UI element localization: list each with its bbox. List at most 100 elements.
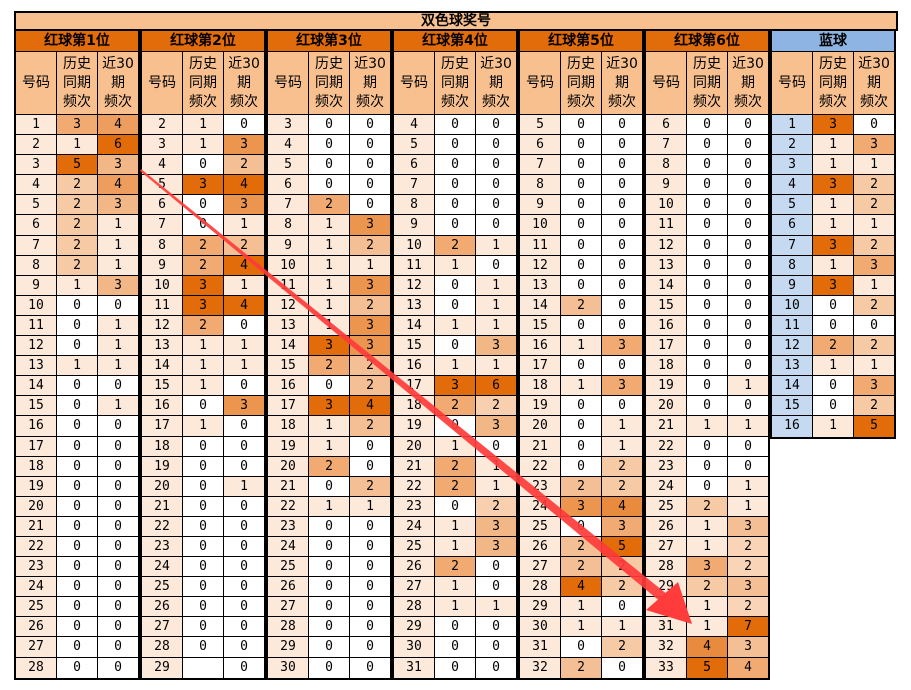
- table-row: 22 2 1: [394, 476, 516, 497]
- table-row: 26 1 3: [646, 516, 768, 537]
- table-row: 19 0 3: [394, 416, 516, 437]
- history-freq-cell: 1: [57, 135, 98, 155]
- table-row: 15 0 3: [394, 336, 516, 357]
- history-freq-cell: 0: [183, 396, 224, 416]
- table-row: 23 0 2: [394, 496, 516, 517]
- table-row: 24 0 0: [268, 536, 390, 558]
- recent30-freq-cell: 0: [224, 115, 264, 135]
- recent30-freq-cell: 1: [854, 356, 894, 376]
- recent30-freq-cell: 0: [476, 195, 516, 215]
- recent30-freq-cell: 0: [728, 135, 768, 155]
- ball-number: 28: [16, 657, 57, 678]
- history-freq-cell: 2: [435, 476, 476, 496]
- table-row: 14 1 1: [394, 315, 516, 337]
- ball-number: 22: [520, 456, 561, 476]
- recent30-freq-cell: 0: [350, 135, 390, 155]
- table-row: 20 0 1: [142, 476, 264, 497]
- table-row: 24 0 0: [16, 577, 138, 598]
- ball-number: 24: [16, 577, 57, 597]
- history-freq-cell: 1: [57, 275, 98, 295]
- table-row: 28 1 1: [394, 597, 516, 618]
- history-freq-cell: 0: [183, 456, 224, 476]
- table-row: 12 2 0: [142, 315, 264, 337]
- recent30-freq-cell: 2: [854, 396, 894, 416]
- column-headers: 号码 历史 同期 频次 近30 期 频次: [646, 52, 768, 115]
- history-freq-cell: 0: [309, 175, 350, 195]
- history-freq-header: 历史 同期 频次: [561, 52, 602, 114]
- history-freq-cell: 1: [435, 597, 476, 617]
- history-freq-cell: 0: [687, 215, 728, 235]
- recent30-freq-header: 近30 期 频次: [102, 55, 134, 110]
- recent30-freq-cell: 0: [476, 175, 516, 195]
- history-freq-cell: 3: [813, 115, 854, 135]
- recent30-freq-cell: 3: [854, 255, 894, 275]
- recent30-freq-cell: 4: [224, 175, 264, 195]
- number-header: 号码: [268, 52, 309, 114]
- ball-number: 4: [394, 115, 435, 135]
- recent30-freq-cell: 0: [224, 536, 264, 557]
- group-header: 红球第6位: [646, 31, 768, 52]
- ball-number: 8: [646, 155, 687, 175]
- recent30-freq-cell: 4: [98, 115, 138, 135]
- history-freq-cell: 1: [309, 295, 350, 315]
- history-freq-cell: 2: [561, 295, 602, 315]
- recent30-freq-cell: 0: [98, 476, 138, 496]
- history-freq-cell: 2: [561, 476, 602, 496]
- recent30-freq-cell: 5: [854, 416, 894, 437]
- recent30-freq-cell: 0: [350, 557, 390, 577]
- ball-number: 6: [16, 215, 57, 235]
- recent30-freq-cell: 0: [476, 135, 516, 155]
- table-row: 13 0 0: [646, 255, 768, 276]
- group-red-ball-2: 红球第2位 号码 历史 同期 频次 近30 期 频次 2 1 0 3 1 3 4 0 2 5 3 4 6 0 3 7 0…: [140, 31, 266, 680]
- column-headers: 号码 历史 同期 频次 近30 期 频次: [16, 52, 138, 115]
- history-freq-cell: 0: [561, 155, 602, 175]
- history-freq-cell: 0: [561, 436, 602, 456]
- recent30-freq-cell: 1: [98, 356, 138, 376]
- ball-number: 6: [772, 215, 813, 235]
- ball-number: 7: [520, 155, 561, 175]
- ball-number: 27: [268, 597, 309, 617]
- recent30-freq-cell: 0: [98, 496, 138, 516]
- ball-number: 30: [520, 617, 561, 637]
- recent30-freq-cell: 3: [224, 135, 264, 155]
- ball-number: 29: [394, 617, 435, 637]
- history-freq-cell: 0: [435, 115, 476, 135]
- history-freq-cell: 1: [183, 336, 224, 356]
- ball-number: 5: [142, 175, 183, 195]
- recent30-freq-cell: 0: [350, 637, 390, 657]
- ball-number: 18: [16, 456, 57, 476]
- recent30-freq-cell: 0: [350, 456, 390, 476]
- ball-number: 16: [394, 356, 435, 376]
- history-freq-cell: 1: [57, 356, 98, 376]
- table-row: 25 2 1: [646, 496, 768, 517]
- history-freq-cell: 0: [183, 637, 224, 657]
- recent30-freq-cell: 0: [728, 255, 768, 275]
- ball-number: 14: [394, 315, 435, 336]
- recent30-freq-cell: 1: [224, 356, 264, 376]
- ball-number: 7: [16, 235, 57, 255]
- history-freq-cell: 0: [309, 536, 350, 557]
- table-row: 27 0 0: [268, 597, 390, 618]
- table-row: 23 0 0: [268, 516, 390, 537]
- recent30-freq-cell: 0: [350, 617, 390, 637]
- table-row: 29 0 0: [394, 617, 516, 638]
- ball-number: 10: [772, 295, 813, 315]
- recent30-freq-cell: 0: [728, 356, 768, 376]
- table-row: 32 4 3: [646, 637, 768, 658]
- table-row: 27 0 0: [142, 617, 264, 638]
- history-freq-cell: 1: [435, 255, 476, 275]
- history-freq-cell: 0: [57, 416, 98, 436]
- history-freq-cell: 0: [687, 195, 728, 215]
- recent30-freq-cell: 3: [854, 135, 894, 155]
- history-freq-cell: 0: [687, 235, 728, 255]
- recent30-freq-cell: 1: [854, 275, 894, 295]
- history-freq-cell: 2: [309, 195, 350, 215]
- table-row: 20 0 0: [646, 396, 768, 417]
